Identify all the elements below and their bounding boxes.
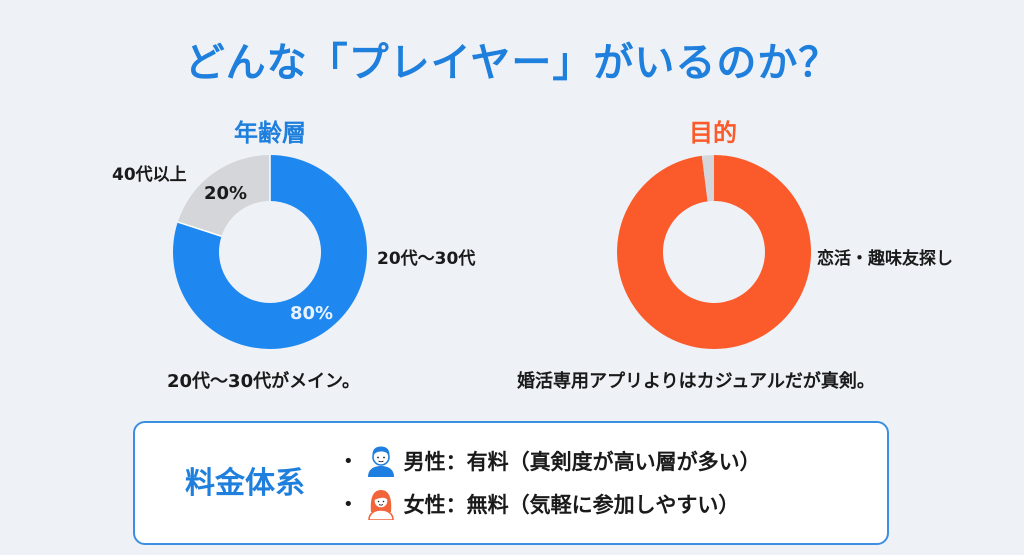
purpose-slice-main xyxy=(617,155,812,349)
male-person-icon xyxy=(367,446,394,477)
purpose-slice-other xyxy=(701,155,714,202)
page-title: どんな「プレイヤー」がいるのか？ xyxy=(184,40,840,86)
age-pct-20-30: 80% xyxy=(290,303,334,324)
age-label-40plus: 40代以上 xyxy=(112,165,187,185)
purpose-donut-chart xyxy=(617,155,812,349)
age-slice-40plus xyxy=(177,155,270,237)
pricing-row-female: • 女性：無料（気軽に参加しやすい） xyxy=(343,488,739,520)
bullet: • xyxy=(343,450,354,472)
pricing-male-text: 男性：有料（真剣度が高い層が多い） xyxy=(403,450,761,474)
age-label-20-30: 20代〜30代 xyxy=(377,249,476,269)
pricing-row-male: • 男性：有料（真剣度が高い層が多い） xyxy=(343,445,761,477)
purpose-caption: 婚活専用アプリよりはカジュアルだが真剣。 xyxy=(517,371,875,392)
purpose-heading: 目的 xyxy=(689,119,737,147)
age-heading: 年齢層 xyxy=(234,119,306,147)
female-person-icon xyxy=(367,490,394,520)
pricing-panel: 料金体系 • 男性：有料（真剣度が高い層が多い） • 女性：無料（気軽に参加しや… xyxy=(133,421,889,545)
pricing-female-text: 女性：無料（気軽に参加しやすい） xyxy=(403,493,740,517)
age-slice-20-30 xyxy=(173,155,368,349)
pricing-title: 料金体系 xyxy=(185,466,305,501)
purpose-label-main: 恋活・趣味友探し xyxy=(817,249,953,269)
age-pct-40plus: 20% xyxy=(204,183,248,204)
age-caption: 20代〜30代がメイン。 xyxy=(167,371,361,392)
age-donut-chart xyxy=(173,155,368,349)
bullet: • xyxy=(343,493,354,515)
